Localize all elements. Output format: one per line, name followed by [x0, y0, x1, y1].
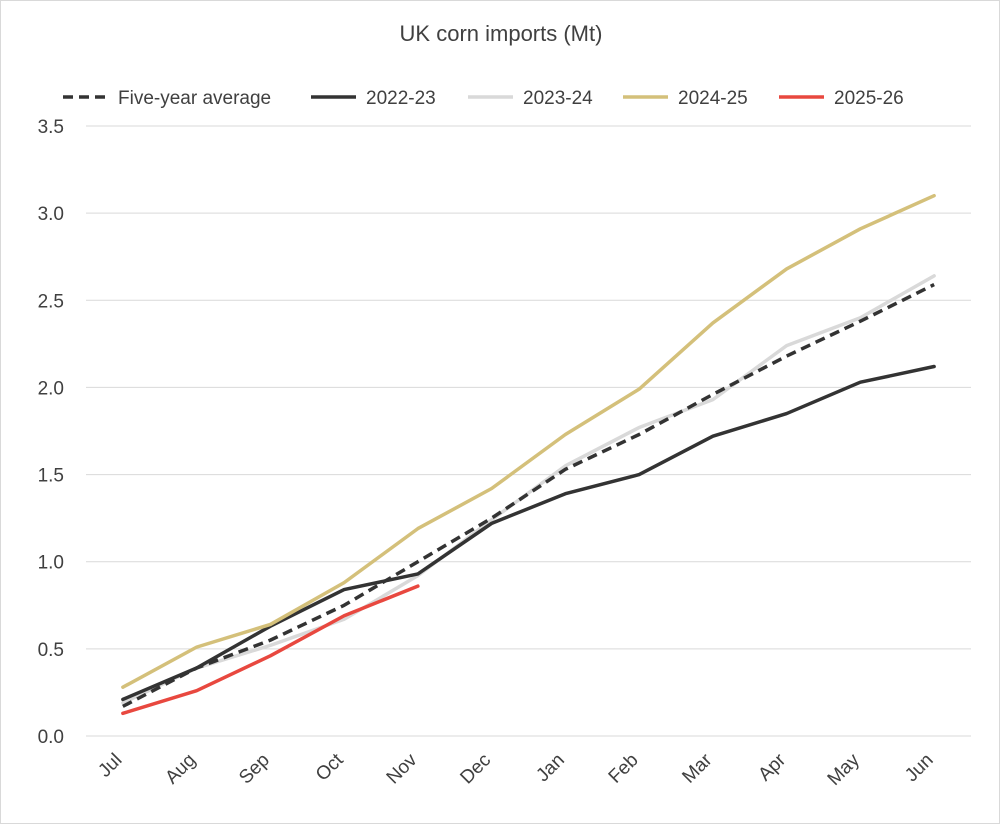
- legend-label: 2024-25: [678, 88, 748, 109]
- series-line-2022-23: [121, 364, 936, 702]
- y-tick-label: 0.5: [38, 640, 64, 661]
- x-tick-label: May: [824, 749, 865, 790]
- x-tick-label: Jun: [901, 750, 938, 787]
- legend: Five-year average 2022-23 2023-24 2024-25 20…: [63, 88, 904, 109]
- x-tick-label: Aug: [161, 750, 200, 789]
- legend-label: 2023-24: [523, 88, 593, 109]
- y-tick-label: 0.0: [38, 727, 64, 748]
- legend-label: Five-year average: [118, 88, 271, 109]
- y-axis-ticks: 0.0 0.5 1.0 1.5 2.0 2.5 3.0 3.5: [38, 117, 64, 748]
- x-tick-label: Jul: [94, 750, 126, 782]
- y-tick-label: 2.5: [38, 291, 64, 312]
- x-tick-label: Sep: [235, 750, 274, 789]
- y-tick-label: 1.5: [38, 466, 64, 487]
- x-tick-label: Jan: [532, 750, 569, 787]
- series-line-2024-25: [121, 193, 936, 689]
- legend-label: 2025-26: [834, 88, 904, 109]
- x-tick-label: Dec: [456, 750, 495, 789]
- x-tick-label: Feb: [605, 750, 643, 788]
- y-tick-label: 3.5: [38, 117, 64, 138]
- legend-label: 2022-23: [366, 88, 436, 109]
- chart-title: UK corn imports (Mt): [400, 21, 603, 46]
- series-line-2023-24: [121, 274, 936, 705]
- series-lines: [121, 193, 936, 716]
- y-tick-label: 2.0: [38, 378, 64, 399]
- x-tick-label: Mar: [678, 749, 716, 787]
- series-line-five-year-average: [122, 283, 935, 708]
- x-tick-label: Apr: [754, 749, 790, 785]
- x-tick-label: Nov: [383, 749, 422, 788]
- x-tick-label: Oct: [312, 749, 348, 785]
- y-tick-label: 3.0: [38, 204, 64, 225]
- y-tick-label: 1.0: [38, 553, 64, 574]
- gridlines: [86, 125, 971, 737]
- series-line-2025-26: [121, 584, 420, 716]
- x-axis-ticks: Jul Aug Sep Oct Nov Dec Jan Feb Mar Apr May Jun: [94, 749, 937, 790]
